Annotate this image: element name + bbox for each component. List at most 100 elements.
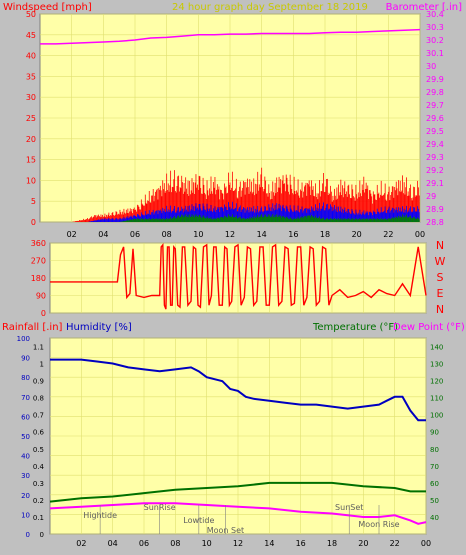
barometer-tick-label: 30.3: [426, 23, 444, 32]
x-tick-label: 10: [202, 539, 212, 548]
annotation-label: SunSet: [335, 503, 363, 512]
barometer-tick-label: 29.1: [426, 179, 444, 188]
wind-tick-label: 20: [26, 135, 36, 144]
humidity-tick-label: 10: [21, 511, 30, 519]
temperature-tick-label: 40: [430, 514, 439, 522]
wind-tick-label: 35: [26, 72, 36, 81]
annotation-label: Moon Set: [207, 526, 244, 535]
wind-tick-label: 40: [26, 52, 36, 61]
x-tick-label: 12: [225, 230, 235, 239]
direction-tick-label: 360: [31, 239, 46, 248]
wind-tick-label: 5: [31, 197, 36, 206]
x-tick-label: 02: [67, 230, 77, 239]
humidity-tick-label: 60: [21, 413, 30, 421]
rainfall-tick-label: 0.5: [33, 446, 44, 454]
humidity-tick-label: 0: [26, 531, 30, 539]
x-tick-label: 22: [390, 539, 400, 548]
barometer-tick-label: 30.2: [426, 36, 444, 45]
wind-tick-label: 30: [26, 93, 36, 102]
rainfall-tick-label: 0.7: [33, 412, 44, 420]
wind-tick-label: 25: [26, 114, 36, 123]
rainfall-tick-label: 0.9: [33, 378, 44, 386]
compass-label-n: N: [436, 239, 444, 252]
barometer-tick-label: 29: [426, 192, 436, 201]
x-tick-label: 04: [108, 539, 118, 548]
compass-label-w: W: [435, 255, 446, 268]
temperature-tick-label: 130: [430, 361, 443, 369]
compass-label-n: N: [436, 303, 444, 316]
barometer-tick-label: 29.9: [426, 75, 444, 84]
rainfall-tick-label: 0.3: [33, 480, 44, 488]
barometer-tick-label: 28.8: [426, 218, 444, 227]
humidity-tick-label: 40: [21, 453, 30, 461]
barometer-line: [40, 28, 421, 45]
temperature-axis-label: Temperature (°F): [312, 322, 398, 333]
humidity-tick-label: 50: [21, 433, 30, 441]
windspeed-axis-label: Windspeed [mph]: [3, 2, 92, 13]
direction-tick-label: 90: [36, 292, 46, 301]
x-tick-label: 04: [98, 230, 108, 239]
temperature-tick-label: 60: [430, 480, 439, 488]
x-tick-label: 18: [320, 230, 330, 239]
humidity-tick-label: 90: [21, 355, 30, 363]
barometer-tick-label: 29.4: [426, 140, 444, 149]
x-tick-label: 16: [288, 230, 298, 239]
x-tick-label: 14: [264, 539, 274, 548]
barometer-tick-label: 29.3: [426, 153, 444, 162]
annotation-label: Lowtide: [183, 516, 214, 525]
barometer-axis-label: Barometer [.in]: [386, 2, 462, 13]
humidity-tick-label: 70: [21, 394, 30, 402]
barometer-tick-label: 29.7: [426, 101, 444, 110]
temperature-tick-label: 70: [430, 463, 439, 471]
humidity-tick-label: 30: [21, 472, 30, 480]
dewpoint-axis-label: Dew Point (°F): [393, 322, 465, 333]
rainfall-tick-label: 0.4: [33, 463, 45, 471]
barometer-tick-label: 30: [426, 62, 436, 71]
x-tick-label: 16: [296, 539, 306, 548]
temperature-tick-label: 140: [430, 344, 443, 352]
x-tick-label: 12: [233, 539, 243, 548]
x-tick-label: 20: [358, 539, 368, 548]
temperature-tick-label: 90: [430, 429, 439, 437]
barometer-tick-label: 29.5: [426, 127, 444, 136]
x-tick-label: 00: [421, 539, 431, 548]
direction-line: [50, 242, 427, 310]
humidity-line: [50, 358, 426, 422]
x-tick-label: 18: [327, 539, 337, 548]
humidity-tick-label: 100: [17, 335, 30, 343]
rainfall-tick-label: 0.1: [33, 514, 44, 522]
barometer-tick-label: 29.6: [426, 114, 444, 123]
x-tick-label: 06: [139, 539, 149, 548]
x-tick-label: 22: [383, 230, 393, 239]
annotation-label: Moon Rise: [358, 520, 399, 529]
compass-label-s: S: [437, 271, 444, 284]
rainfall-tick-label: 0.6: [33, 429, 45, 437]
rainfall-tick-label: 0: [40, 531, 44, 539]
barometer-tick-label: 30.1: [426, 49, 444, 58]
temperature-tick-label: 120: [430, 378, 443, 386]
x-tick-label: 10: [193, 230, 203, 239]
wind-tick-label: 0: [31, 218, 36, 227]
graph-date-title: 24 hour graph day September 18 2019: [172, 2, 368, 13]
wind-tick-label: 15: [26, 156, 36, 165]
barometer-tick-label: 29.8: [426, 88, 444, 97]
rainfall-axis-label: Rainfall [.in]: [2, 322, 63, 333]
x-tick-label: 08: [162, 230, 172, 239]
barometer-tick-label: 29.2: [426, 166, 444, 175]
annotation-label: SunRise: [144, 503, 176, 512]
x-tick-label: 20: [352, 230, 362, 239]
temperature-tick-label: 100: [430, 412, 443, 420]
x-tick-label: 00: [415, 230, 425, 239]
temperature-tick-label: 50: [430, 497, 439, 505]
barometer-tick-label: 30.4: [426, 10, 444, 19]
rainfall-tick-label: 1: [40, 361, 44, 369]
direction-tick-label: 0: [41, 309, 46, 318]
x-tick-label: 02: [76, 539, 86, 548]
wind-tick-label: 45: [26, 31, 36, 40]
direction-tick-label: 270: [31, 257, 46, 266]
temperature-tick-label: 80: [430, 446, 439, 454]
humidity-tick-label: 80: [21, 374, 30, 382]
barometer-tick-label: 28.9: [426, 205, 444, 214]
